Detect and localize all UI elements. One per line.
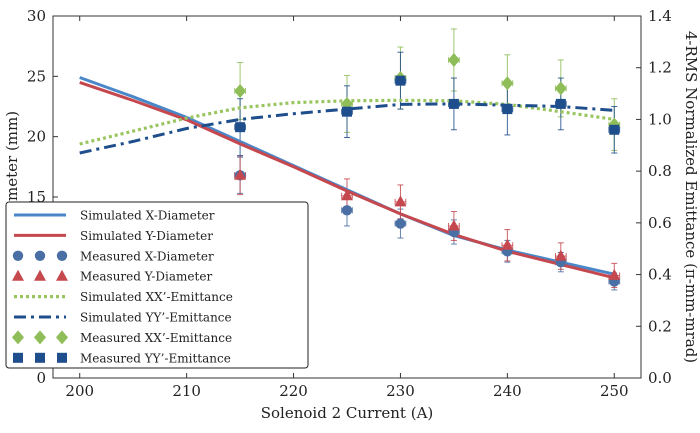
legend-label-simulated-y-diameter: Simulated Y-Diameter — [80, 229, 213, 243]
x-tick-label: 250 — [600, 382, 629, 400]
legend-swatch-measured-y-diameter — [12, 269, 24, 281]
measured-xx-emittance-point — [501, 76, 514, 91]
legend-swatch-measured-yy-emittance — [13, 352, 23, 363]
measured-xx-emittance-point — [554, 81, 567, 96]
y2-tick-label: 0.6 — [648, 214, 672, 232]
legend-swatch-measured-x-diameter — [56, 250, 68, 261]
legend-label-measured-xx-emittance: Measured XX’-Emittance — [80, 331, 232, 345]
measured-xx-emittance-point — [447, 52, 460, 67]
y-tick-label: 25 — [27, 67, 46, 85]
measured-y-diameter-point — [501, 238, 514, 250]
legend-swatch-measured-x-diameter — [34, 250, 46, 261]
x-tick-label: 220 — [279, 382, 308, 400]
legend-label-measured-yy-emittance: Measured YY’-Emittance — [80, 351, 231, 365]
measured-markers — [234, 52, 621, 287]
x-tick-label: 240 — [493, 382, 522, 400]
measured-x-diameter-point — [341, 205, 353, 216]
x-axis-ticks: 200 210 220 230 240 250 — [65, 16, 629, 400]
legend-swatch-measured-xx-emittance — [34, 330, 46, 345]
legend-swatch-measured-xx-emittance — [56, 330, 68, 345]
legend-swatch-measured-y-diameter — [56, 269, 68, 281]
legend-box — [5, 201, 309, 369]
measured-yy-emittance-point — [395, 75, 406, 86]
x-tick-label: 210 — [172, 382, 201, 400]
measured-y-diameter-point — [608, 268, 621, 280]
measured-y-diameter-point — [234, 168, 247, 180]
measured-yy-emittance-point — [342, 106, 352, 117]
legend-label-simulated-x-diameter: Simulated X-Diameter — [80, 209, 215, 223]
y2-tick-label: 1.4 — [648, 7, 672, 25]
y-tick-label: 20 — [27, 128, 46, 146]
measured-y-diameter-point — [394, 195, 407, 207]
x-tick-label: 200 — [65, 382, 94, 400]
legend-swatch-measured-x-diameter — [12, 250, 24, 261]
measured-y-diameter-point — [341, 189, 353, 201]
y2-tick-label: 0.0 — [648, 369, 672, 387]
y2-tick-label: 0.4 — [648, 266, 672, 284]
measured-x-diameter-point — [395, 218, 406, 229]
y2-tick-label: 0.2 — [648, 317, 672, 335]
legend: Simulated X-Diameter Simulated Y-Diameter… — [5, 201, 309, 369]
measured-yy-emittance-point — [502, 104, 513, 115]
measured-xx-emittance-point — [608, 117, 621, 132]
x-tick-label: 230 — [386, 382, 415, 400]
y2-tick-label: 1.2 — [648, 59, 672, 77]
measured-yy-emittance-point — [448, 98, 459, 109]
y-tick-label: 0 — [36, 369, 46, 387]
legend-label-measured-x-diameter: Measured X-Diameter — [80, 249, 214, 263]
legend-swatch-measured-y-diameter — [34, 269, 46, 281]
legend-label-simulated-xx-emittance: Simulated XX’-Emittance — [80, 290, 233, 304]
measured-yy-emittance-point — [555, 98, 566, 109]
x-axis-label: Solenoid 2 Current (A) — [261, 404, 434, 422]
legend-swatch-measured-yy-emittance — [57, 352, 67, 363]
y2-tick-label: 0.8 — [648, 162, 672, 180]
measured-yy-emittance-point — [235, 122, 246, 133]
y-tick-label: 30 — [27, 7, 46, 25]
legend-swatch-measured-yy-emittance — [35, 352, 45, 363]
y2-axis-ticks: 0.0 0.2 0.4 0.6 0.8 1.0 1.2 1.4 — [636, 7, 672, 387]
y2-tick-label: 1.0 — [648, 110, 672, 128]
measured-y-diameter-point — [447, 219, 460, 231]
measured-xx-emittance-point — [234, 83, 247, 98]
measured-y-diameter-point — [554, 249, 567, 261]
measured-yy-emittance-point — [609, 124, 620, 135]
y2-axis-label: 4-RMS Normalized Emittance (π-mm-mrad) — [682, 31, 700, 363]
legend-swatch-measured-xx-emittance — [12, 330, 24, 345]
legend-label-measured-y-diameter: Measured Y-Diameter — [80, 270, 212, 284]
legend-label-simulated-yy-emittance: Simulated YY’-Emittance — [80, 311, 232, 325]
